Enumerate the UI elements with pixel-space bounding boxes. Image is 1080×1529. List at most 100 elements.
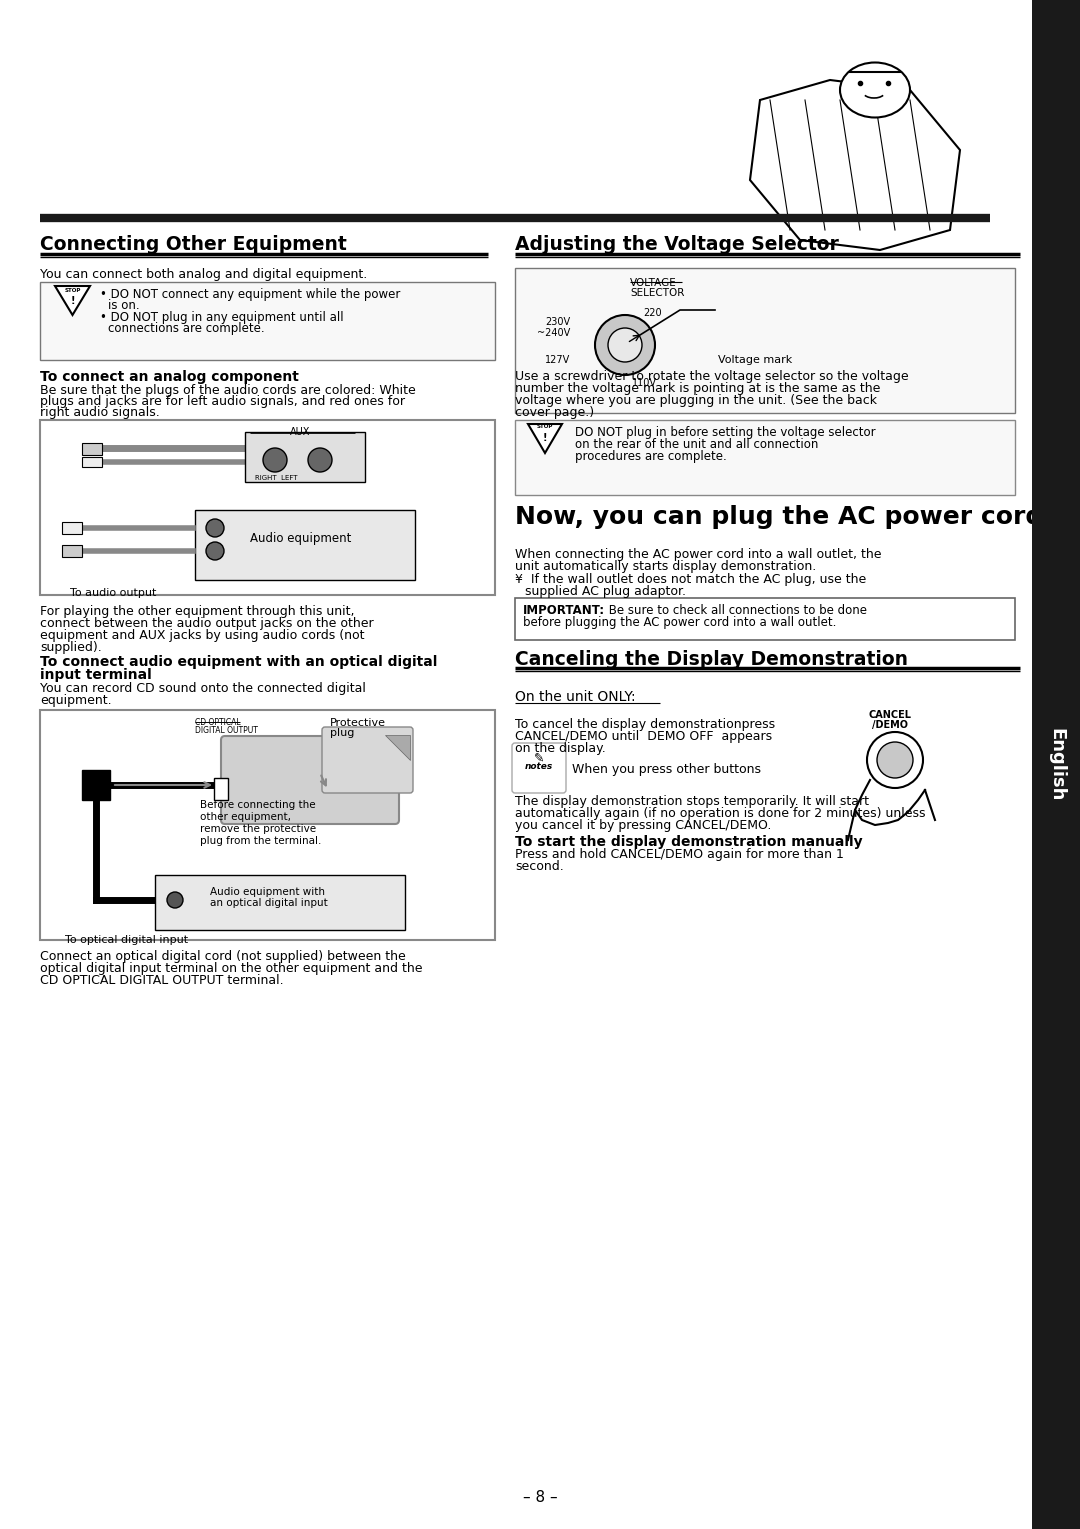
Bar [40, 420, 495, 595]
Text: Before connecting the: Before connecting the [200, 800, 315, 810]
Text: SELECTOR: SELECTOR [630, 287, 685, 298]
Polygon shape [750, 80, 960, 251]
Text: Be sure to check all connections to be done: Be sure to check all connections to be d… [605, 604, 867, 618]
Circle shape [877, 742, 913, 778]
Polygon shape [528, 424, 562, 453]
Circle shape [608, 329, 642, 362]
Bar [195, 511, 415, 579]
Text: number the voltage mark is pointing at is the same as the: number the voltage mark is pointing at i… [515, 382, 880, 394]
Text: ~240V: ~240V [537, 329, 570, 338]
Text: right audio signals.: right audio signals. [40, 407, 160, 419]
Text: For playing the other equipment through this unit,: For playing the other equipment through … [40, 605, 354, 618]
Text: connections are complete.: connections are complete. [108, 323, 265, 335]
Bar [156, 875, 405, 930]
Bar [62, 521, 82, 534]
Text: Press and hold CANCEL/DEMO again for more than 1: Press and hold CANCEL/DEMO again for mor… [515, 849, 843, 861]
Text: • DO NOT plug in any equipment until all: • DO NOT plug in any equipment until all [100, 310, 343, 324]
Bar [515, 268, 1015, 413]
Text: RIGHT  LEFT: RIGHT LEFT [255, 476, 297, 482]
Circle shape [867, 732, 923, 787]
FancyBboxPatch shape [322, 726, 413, 794]
Text: To connect audio equipment with an optical digital: To connect audio equipment with an optic… [40, 654, 437, 670]
Text: 230V: 230V [545, 317, 570, 327]
Text: CD OPTICAL DIGITAL OUTPUT terminal.: CD OPTICAL DIGITAL OUTPUT terminal. [40, 974, 284, 988]
Text: connect between the audio output jacks on the other: connect between the audio output jacks o… [40, 618, 374, 630]
Text: ✎: ✎ [534, 752, 544, 764]
Text: !: ! [70, 297, 75, 306]
Bar [40, 709, 495, 940]
Text: cover page.): cover page.) [515, 407, 594, 419]
Text: Be sure that the plugs of the audio cords are colored: White: Be sure that the plugs of the audio cord… [40, 384, 416, 398]
Circle shape [206, 518, 224, 537]
Text: unit automatically starts display demonstration.: unit automatically starts display demons… [515, 560, 816, 573]
Text: Audio equipment: Audio equipment [249, 532, 351, 544]
Text: STOP: STOP [537, 424, 553, 430]
Text: To audio output: To audio output [70, 589, 157, 598]
Ellipse shape [840, 63, 910, 118]
Text: English: English [1047, 728, 1065, 801]
Text: supplied AC plug adaptor.: supplied AC plug adaptor. [525, 586, 686, 598]
Bar [40, 281, 495, 359]
Text: before plugging the AC power cord into a wall outlet.: before plugging the AC power cord into a… [523, 616, 836, 628]
Text: you cancel it by pressing CANCEL/DEMO.: you cancel it by pressing CANCEL/DEMO. [515, 820, 771, 832]
Text: 220: 220 [643, 307, 662, 318]
Bar [82, 443, 102, 456]
Text: an optical digital input: an optical digital input [210, 898, 327, 908]
Text: DIGITAL OUTPUT: DIGITAL OUTPUT [195, 726, 258, 735]
Text: plugs and jacks are for left audio signals, and red ones for: plugs and jacks are for left audio signa… [40, 394, 405, 408]
Text: optical digital input terminal on the other equipment and the: optical digital input terminal on the ot… [40, 962, 422, 976]
Text: IMPORTANT:: IMPORTANT: [523, 604, 605, 618]
Text: STOP: STOP [65, 287, 81, 294]
Text: plug from the terminal.: plug from the terminal. [200, 836, 322, 846]
Text: The display demonstration stops temporarily. It will start: The display demonstration stops temporar… [515, 795, 869, 807]
Text: DO NOT plug in before setting the voltage selector: DO NOT plug in before setting the voltag… [575, 427, 876, 439]
Text: plug: plug [330, 728, 354, 739]
Text: You can connect both analog and digital equipment.: You can connect both analog and digital … [40, 268, 367, 281]
Bar [82, 771, 110, 800]
Text: Protective: Protective [330, 719, 386, 728]
Text: You can record CD sound onto the connected digital: You can record CD sound onto the connect… [40, 682, 366, 696]
Text: equipment.: equipment. [40, 694, 111, 706]
Text: !: ! [543, 433, 548, 443]
Text: AUX: AUX [289, 427, 310, 437]
Text: When connecting the AC power cord into a wall outlet, the: When connecting the AC power cord into a… [515, 547, 881, 561]
Text: CD OPTICAL: CD OPTICAL [195, 719, 241, 726]
Bar [1032, 0, 1080, 1529]
Text: Adjusting the Voltage Selector: Adjusting the Voltage Selector [515, 235, 839, 254]
Text: procedures are complete.: procedures are complete. [575, 450, 727, 463]
Text: voltage where you are plugging in the unit. (See the back: voltage where you are plugging in the un… [515, 394, 877, 407]
FancyBboxPatch shape [221, 735, 399, 824]
Circle shape [595, 315, 654, 375]
Polygon shape [384, 735, 410, 760]
Text: Use a screwdriver to rotate the voltage selector so the voltage: Use a screwdriver to rotate the voltage … [515, 370, 908, 382]
Text: supplied).: supplied). [40, 641, 102, 654]
Text: 127V: 127V [544, 355, 570, 365]
Text: To optical digital input: To optical digital input [65, 936, 188, 945]
Bar [515, 420, 1015, 495]
Text: ¥  If the wall outlet does not match the AC plug, use the: ¥ If the wall outlet does not match the … [515, 573, 866, 586]
Text: is on.: is on. [108, 300, 139, 312]
Circle shape [206, 541, 224, 560]
Text: 110V: 110V [632, 378, 657, 388]
Bar [245, 433, 365, 482]
Bar [82, 457, 102, 466]
Bar [515, 598, 1015, 641]
Text: other equipment,: other equipment, [200, 812, 291, 823]
Text: Voltage mark: Voltage mark [718, 355, 793, 365]
Bar [62, 544, 82, 557]
FancyBboxPatch shape [512, 743, 566, 794]
Text: To cancel the display demonstrationpress: To cancel the display demonstrationpress [515, 719, 775, 731]
Text: On the unit ONLY:: On the unit ONLY: [515, 690, 636, 703]
Bar [214, 778, 228, 800]
Text: Now, you can plug the AC power cord.: Now, you can plug the AC power cord. [515, 505, 1053, 529]
Text: /DEMO: /DEMO [872, 720, 908, 729]
Text: notes: notes [525, 761, 553, 771]
Text: input terminal: input terminal [40, 668, 152, 682]
Text: Connect an optical digital cord (not supplied) between the: Connect an optical digital cord (not sup… [40, 950, 406, 963]
Text: automatically again (if no operation is done for 2 minutes) unless: automatically again (if no operation is … [515, 807, 926, 820]
Text: Audio equipment with: Audio equipment with [210, 887, 325, 898]
Circle shape [167, 891, 183, 908]
Circle shape [308, 448, 332, 472]
Text: equipment and AUX jacks by using audio cords (not: equipment and AUX jacks by using audio c… [40, 628, 365, 642]
Text: on the rear of the unit and all connection: on the rear of the unit and all connecti… [575, 437, 819, 451]
